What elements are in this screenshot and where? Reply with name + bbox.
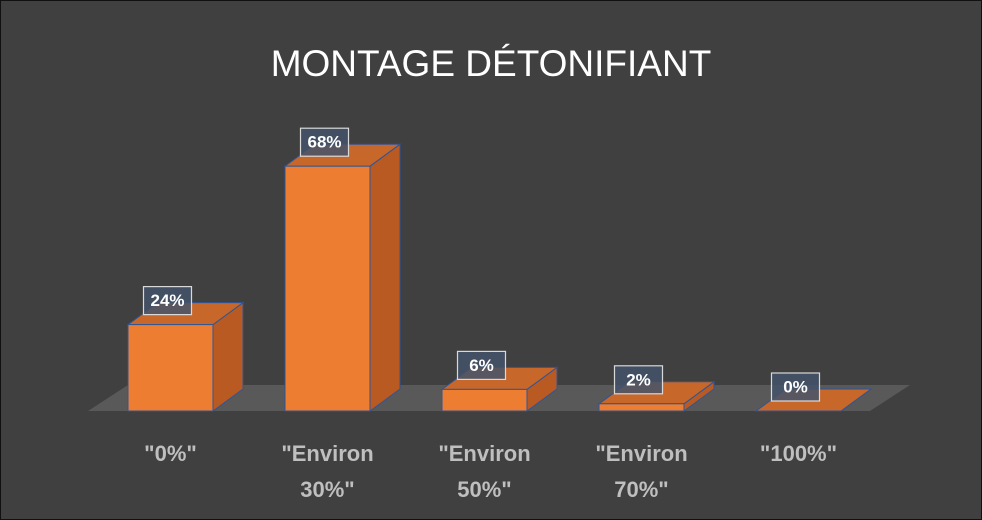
- bar-side: [369, 143, 401, 412]
- data-label: 2%: [626, 370, 651, 389]
- x-tick-label: "100%": [759, 441, 838, 466]
- data-label-box: [456, 350, 507, 380]
- data-label-box: [770, 372, 821, 402]
- data-label: 68%: [307, 133, 341, 152]
- bar: [598, 403, 685, 412]
- x-tick-label: "Environ 30%": [281, 441, 374, 502]
- data-label-box: [142, 286, 193, 316]
- x-tick-label: "Environ 50%": [438, 441, 531, 502]
- x-tick-label: "0%": [144, 441, 197, 466]
- data-label-box: [613, 365, 664, 395]
- bar: [441, 388, 528, 412]
- data-label: 0%: [783, 377, 808, 396]
- bar: [127, 324, 214, 412]
- data-label: 24%: [150, 291, 184, 310]
- data-label-box: [299, 127, 350, 157]
- x-tick-label: "Environ 70%": [595, 441, 688, 502]
- data-label: 6%: [469, 356, 494, 375]
- chart-title: MONTAGE DÉTONIFIANT: [271, 43, 712, 84]
- bar: [284, 165, 371, 412]
